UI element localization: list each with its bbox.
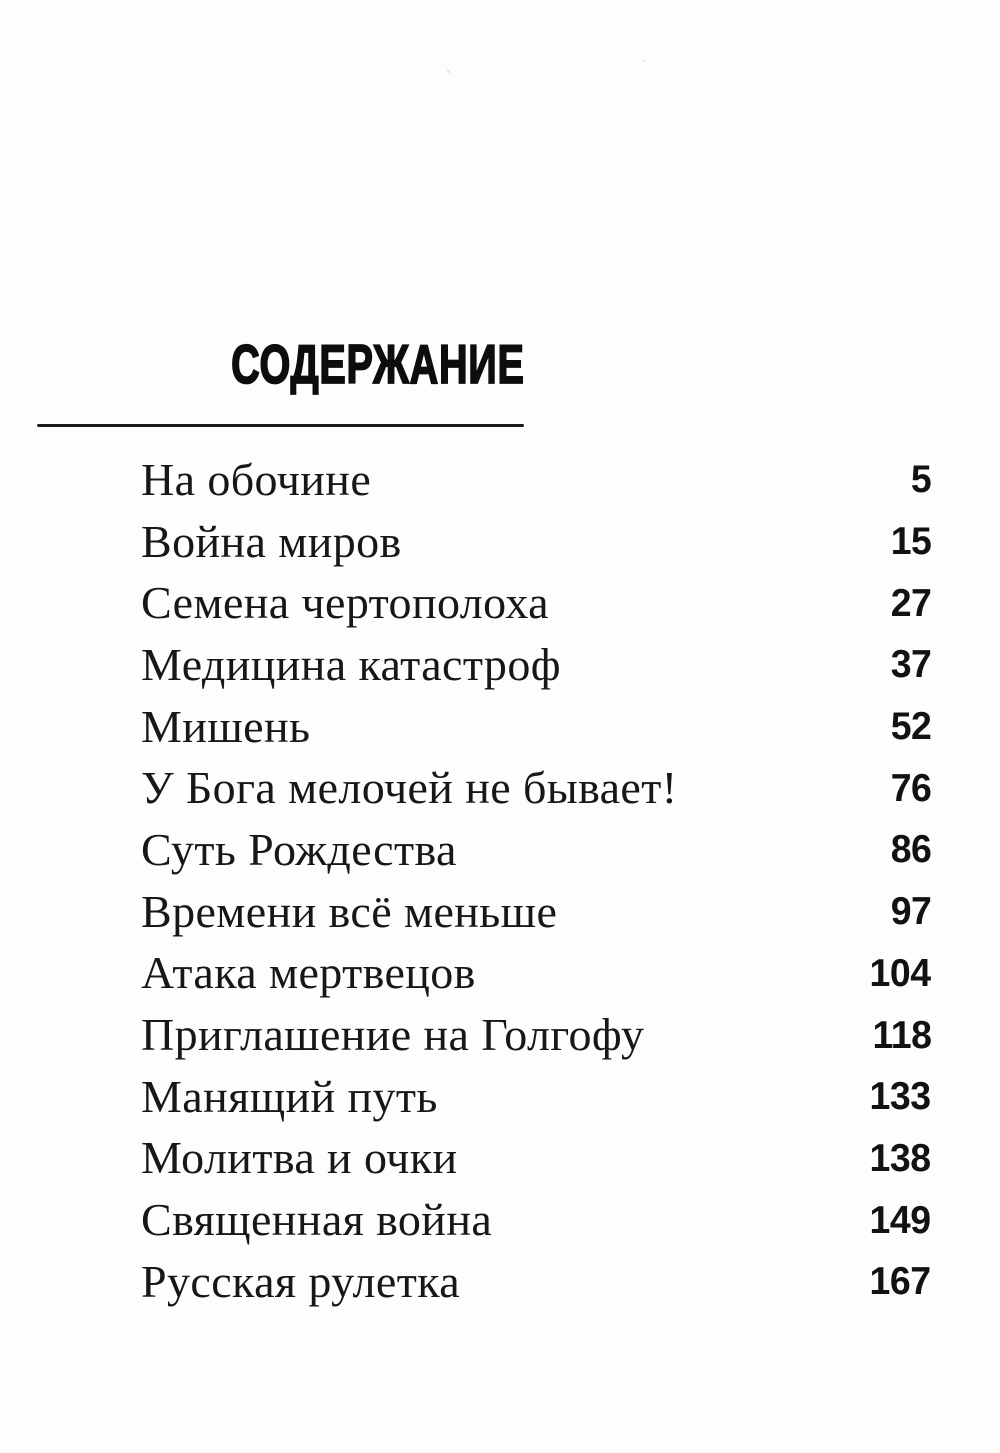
toc-entry-title: Русская рулетка [141,1255,461,1307]
toc-entry-title: Священная война [141,1194,493,1246]
heading-divider-rule [37,424,524,427]
toc-entry-title: На обочине [141,453,372,505]
toc-entry: Суть Рождества 86 [141,819,931,881]
toc-entry-page-number: 118 [872,1013,931,1057]
toc-entry: Русская рулетка 167 [141,1251,931,1313]
toc-entry-page-number: 27 [890,581,931,625]
toc-entry: Приглашение на Голгофу 118 [141,1004,931,1066]
contents-heading: СОДЕРЖАНИЕ [231,333,525,395]
toc-entry-page-number: 86 [890,828,931,872]
toc-entry: Война миров 15 [141,511,931,573]
toc-entry-page-number: 149 [869,1198,932,1242]
toc-entry: Мишень 52 [141,696,931,758]
toc-entry: Медицина катастроф 37 [141,634,931,696]
toc-entry: У Бога мелочей не бывает! 76 [141,757,931,819]
toc-entry: Манящий путь 133 [141,1066,931,1128]
scan-speck [519,71,521,73]
toc-entry: Времени всё меньше 97 [141,881,931,943]
toc-entry-title: Война миров [141,515,402,567]
toc-entry-title: Атака мертвецов [141,947,476,999]
toc-entry-page-number: 133 [869,1075,932,1119]
toc-entry-page-number: 76 [890,766,931,810]
toc-entry-page-number: 15 [890,520,931,564]
toc-entry: Семена чертополоха 27 [141,572,931,634]
toc-entry-page-number: 167 [869,1260,932,1304]
toc-entry-title: Семена чертополоха [141,577,549,629]
toc-entry-title: Медицина катастроф [141,638,561,690]
toc-entry: Священная война 149 [141,1189,931,1251]
scan-speck [643,60,645,62]
toc-entry-page-number: 37 [890,643,931,687]
toc-entry-title: Суть Рождества [141,823,457,875]
toc-entry-page-number: 97 [890,890,931,934]
toc-entry-title: Времени всё меньше [141,885,558,937]
scan-speck [447,70,450,73]
toc-entry-page-number: 138 [869,1136,932,1180]
toc-entry-page-number: 52 [890,705,931,749]
toc-entry-title: Манящий путь [141,1070,438,1122]
toc-entry-title: Мишень [141,700,311,752]
toc-entry-page-number: 5 [910,458,932,502]
toc-entry: Атака мертвецов 104 [141,943,931,1005]
toc-entry: На обочине 5 [141,449,931,511]
toc-entry-title: Приглашение на Голгофу [141,1009,645,1061]
toc-entry-page-number: 104 [869,951,932,995]
toc-entry-title: У Бога мелочей не бывает! [141,762,678,814]
toc-list: На обочине 5 Война миров 15 Семена черто… [141,449,931,1313]
toc-entry: Молитва и очки 138 [141,1128,931,1190]
toc-entry-title: Молитва и очки [141,1132,458,1184]
